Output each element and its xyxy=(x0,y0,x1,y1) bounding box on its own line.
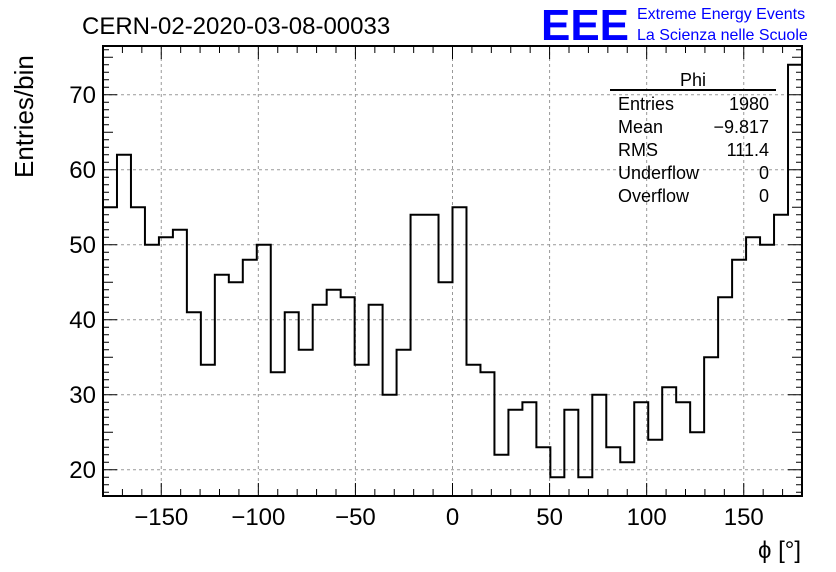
x-tick-label: 50 xyxy=(536,504,563,531)
x-tick-label: 150 xyxy=(724,504,764,531)
stats-value-overflow: 0 xyxy=(759,186,769,206)
eee-logo-mark: EEE xyxy=(541,1,629,50)
x-tick-label: −50 xyxy=(335,504,376,531)
stats-label-overflow: Overflow xyxy=(618,186,690,206)
y-tick-label: 20 xyxy=(69,457,96,484)
y-tick-label: 30 xyxy=(69,382,96,409)
stats-value-entries: 1980 xyxy=(729,94,769,114)
plot-frame xyxy=(102,45,803,497)
x-tick-label: −100 xyxy=(231,504,285,531)
chart-title: CERN-02-2020-03-08-00033 xyxy=(82,13,390,40)
y-tick-label: 70 xyxy=(69,82,96,109)
x-tick-label: 100 xyxy=(627,504,667,531)
y-axis-label: Entries/bin xyxy=(9,55,39,178)
y-tick-label: 50 xyxy=(69,232,96,259)
stats-label-underflow: Underflow xyxy=(618,163,700,183)
stats-value-mean: −9.817 xyxy=(713,117,769,137)
stats-label-rms: RMS xyxy=(618,140,658,160)
eee-logo-line1: Extreme Energy Events xyxy=(637,6,805,23)
stats-label-entries: Entries xyxy=(618,94,674,114)
stats-value-rms: 111.4 xyxy=(727,140,769,160)
y-tick-label: 40 xyxy=(69,307,96,334)
histogram-line xyxy=(103,63,802,479)
x-tick-label: −150 xyxy=(134,504,188,531)
grid xyxy=(103,46,802,496)
eee-logo-line2: La Scienza nelle Scuole xyxy=(637,27,808,44)
y-tick-labels: 20 30 40 50 60 70 xyxy=(69,82,96,484)
stats-label-mean: Mean xyxy=(618,117,663,137)
x-tick-labels: −150 −100 −50 0 50 100 150 xyxy=(134,504,764,531)
y-tick-label: 60 xyxy=(69,157,96,184)
stats-box: Phi Entries 1980 Mean −9.817 RMS 111.4 U… xyxy=(610,70,776,206)
eee-logo: EEE Extreme Energy Events La Scienza nel… xyxy=(541,1,808,50)
stats-value-underflow: 0 xyxy=(759,163,769,183)
x-axis-label: ϕ [°] xyxy=(758,537,801,564)
stats-name: Phi xyxy=(680,70,706,90)
x-tick-label: 0 xyxy=(446,504,459,531)
